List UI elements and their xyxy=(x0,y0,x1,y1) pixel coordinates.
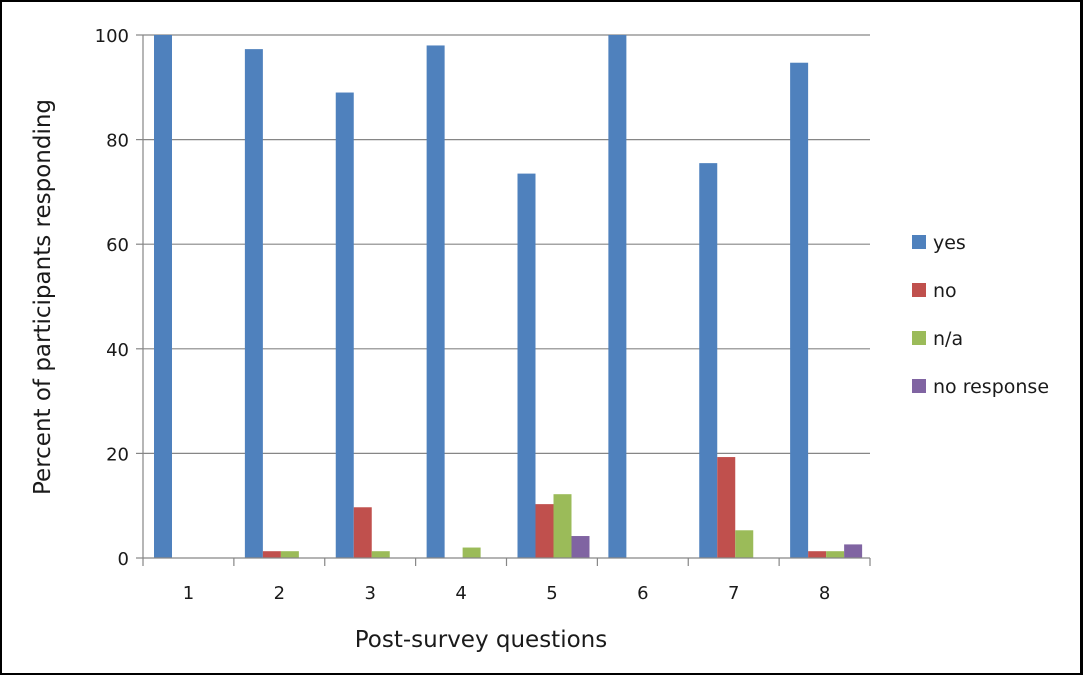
legend-label: n/a xyxy=(933,328,963,350)
bar xyxy=(790,62,809,559)
x-tick-label: 1 xyxy=(183,583,194,604)
x-tick-label: 4 xyxy=(455,583,466,604)
axes xyxy=(136,34,871,566)
legend-swatch xyxy=(912,235,926,249)
bar xyxy=(371,551,390,558)
y-tick-labels: 0 20 40 60 80 100 xyxy=(95,26,129,570)
x-tick-label: 3 xyxy=(364,583,375,604)
x-tick-label: 6 xyxy=(637,583,648,604)
legend-swatch xyxy=(912,379,926,393)
bar xyxy=(335,92,354,558)
bar-series xyxy=(154,35,863,559)
x-tick-label: 7 xyxy=(728,583,739,604)
bar xyxy=(517,173,536,558)
gridlines xyxy=(143,34,870,454)
y-axis-title: Percent of participants responding xyxy=(30,99,56,495)
y-tick-label: 20 xyxy=(106,444,129,465)
bar xyxy=(535,504,554,558)
x-tick-label: 8 xyxy=(819,583,830,604)
legend-label: no response xyxy=(933,376,1049,398)
y-tick-label: 40 xyxy=(106,340,129,361)
bar xyxy=(735,530,754,558)
legend-label: yes xyxy=(933,232,966,254)
bar xyxy=(244,49,263,558)
bar xyxy=(280,551,299,558)
bar xyxy=(844,544,863,558)
legend-swatch xyxy=(912,283,926,297)
legend: yes no n/a no response xyxy=(912,232,1049,398)
y-tick-label: 80 xyxy=(106,131,129,152)
x-tick-label: 2 xyxy=(274,583,285,604)
bar xyxy=(426,45,445,558)
bar xyxy=(699,163,718,558)
bar xyxy=(826,551,845,558)
bar xyxy=(262,551,281,558)
bar xyxy=(608,35,627,558)
bar xyxy=(154,35,172,558)
bar xyxy=(808,551,827,558)
x-tick-label: 5 xyxy=(546,583,557,604)
y-tick-label: 0 xyxy=(118,549,129,570)
bar xyxy=(553,494,572,558)
x-tick-labels: 1 2 3 4 5 6 7 8 xyxy=(183,583,831,604)
legend-label: no xyxy=(933,280,957,302)
legend-swatch xyxy=(912,331,926,345)
bar xyxy=(353,507,372,558)
bar xyxy=(571,536,590,558)
y-tick-label: 100 xyxy=(95,26,129,47)
y-tick-label: 60 xyxy=(106,235,129,256)
bar xyxy=(462,547,481,558)
bar xyxy=(717,457,736,558)
x-axis-title: Post-survey questions xyxy=(355,627,607,653)
